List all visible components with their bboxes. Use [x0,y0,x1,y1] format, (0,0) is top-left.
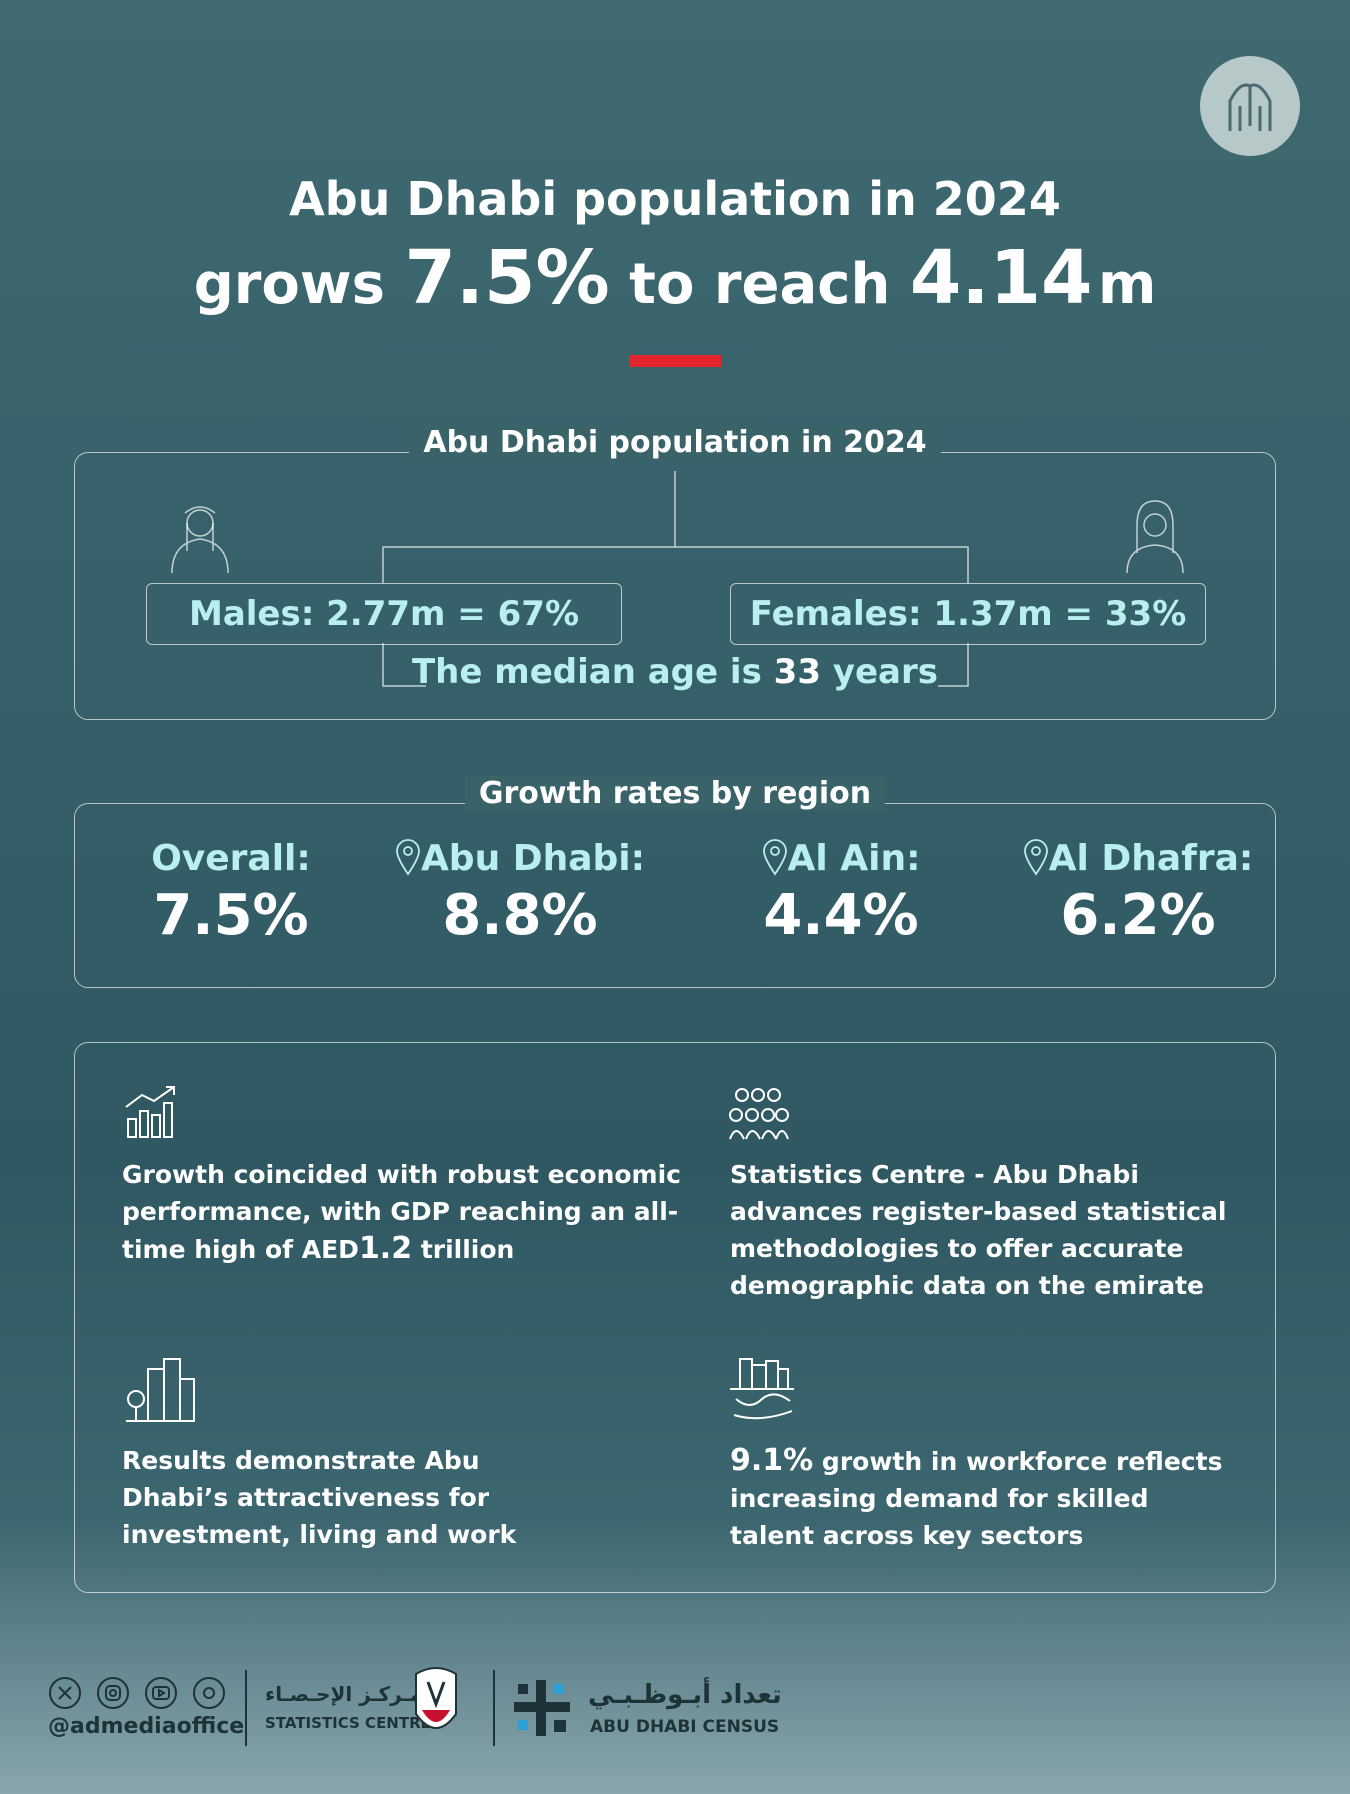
population-title-text: Abu Dhabi population in 2024 [409,425,941,460]
census-english: ABU DHABI CENSUS [590,1717,780,1737]
region: Al Ain: 4.4% [691,838,991,948]
region-label: Overall: [151,838,311,879]
females-box: Females: 1.37m = 33% [730,583,1206,645]
fact-number: 9.1% [730,1443,814,1478]
location-pin [1023,839,1048,876]
region-value: 7.5% [153,883,309,948]
region-label: Abu Dhabi: [370,838,670,879]
population-title: Abu Dhabi population in 2024 [0,425,1350,460]
fact-text: Statistics Centre - Abu Dhabi advances r… [730,1160,1227,1300]
title-text: to reach [629,252,891,317]
growth-title-text: Growth rates by region [464,776,886,811]
social-handle[interactable]: @admediaoffice [48,1714,245,1739]
footer-divider [245,1670,247,1746]
fact-4: 9.1% growth in workforce reflects increa… [730,1442,1230,1554]
sc-arabic: مـركـز الإحـصـاء [265,1682,422,1706]
census-arabic: تعداد أبـوظـبـي [588,1680,782,1710]
fact-text: growth in workforce reflects increasing … [730,1447,1223,1550]
census-logo [514,1680,570,1736]
median-age: The median age is 33 years [0,652,1350,692]
falcon-emblem [415,1667,457,1729]
fact-icons [0,0,1350,1600]
region-value: 8.8% [442,883,598,948]
fact-text: trillion [420,1235,515,1264]
fact-text: Results demonstrate Abu Dhabi’s attracti… [122,1446,517,1549]
footer-divider [493,1670,495,1746]
region: Overall: 7.5% [81,838,381,948]
title-unit: m [1097,252,1157,317]
location-pin [762,839,787,876]
fact-1: Growth coincided with robust economic pe… [122,1156,682,1268]
median-text: The median age is [411,652,762,692]
median-text: years [832,652,938,692]
title-number: 7.5% [404,235,610,321]
males-box: Males: 2.77m = 67% [146,583,622,645]
region-label: Al Ain: [691,838,991,879]
facts-box [74,1042,1276,1593]
emblem-logo [1200,56,1300,156]
social-icons[interactable] [48,1676,228,1710]
region-value: 6.2% [1060,883,1216,948]
fact-text: Growth coincided with robust economic pe… [122,1160,681,1264]
median-value: 33 [773,652,821,692]
title-line1: Abu Dhabi population in 2024 [289,172,1061,226]
fact-number: 1.2 [358,1231,413,1266]
fact-2: Statistics Centre - Abu Dhabi advances r… [730,1156,1270,1304]
sc-english: STATISTICS CENTRE [265,1714,431,1732]
region-value: 4.4% [763,883,919,948]
growth-title: Growth rates by region [0,776,1350,811]
region: Al Dhafra: 6.2% [988,838,1288,948]
red-divider [629,355,721,367]
title-line2: grows 7.5% to reach 4.14 m [0,238,1350,325]
region: Abu Dhabi: 8.8% [370,838,670,948]
location-pin [396,839,420,876]
title-text: grows [193,252,385,317]
tree-lines [171,471,1184,687]
region-label: Al Dhafra: [988,838,1288,879]
title-number: 4.14 [909,235,1093,321]
fact-3: Results demonstrate Abu Dhabi’s attracti… [122,1442,542,1553]
